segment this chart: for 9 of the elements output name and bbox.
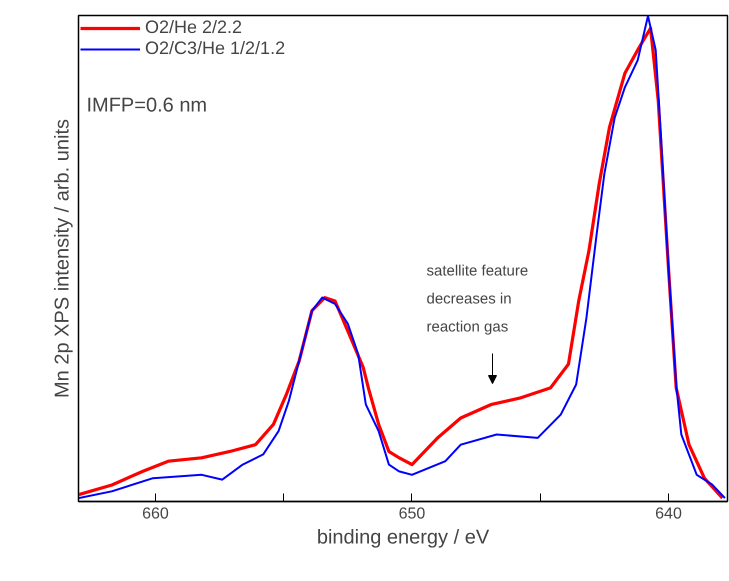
x-tick-label: 650 <box>398 506 426 522</box>
annotation: IMFP=0.6 nm <box>86 94 208 116</box>
legend-label: O2/He 2/2.2 <box>145 17 242 38</box>
x-axis-title: binding energy / eV <box>316 526 490 548</box>
x-tick-label: 660 <box>142 506 169 522</box>
legend-label: O2/C3/He 1/2/1.2 <box>145 38 286 59</box>
y-axis-title: Mn 2p XPS intensity / arb. units <box>52 118 74 398</box>
annotation: satellite feature decreases in reaction gas <box>426 262 528 336</box>
x-tick-label: 640 <box>655 506 682 522</box>
